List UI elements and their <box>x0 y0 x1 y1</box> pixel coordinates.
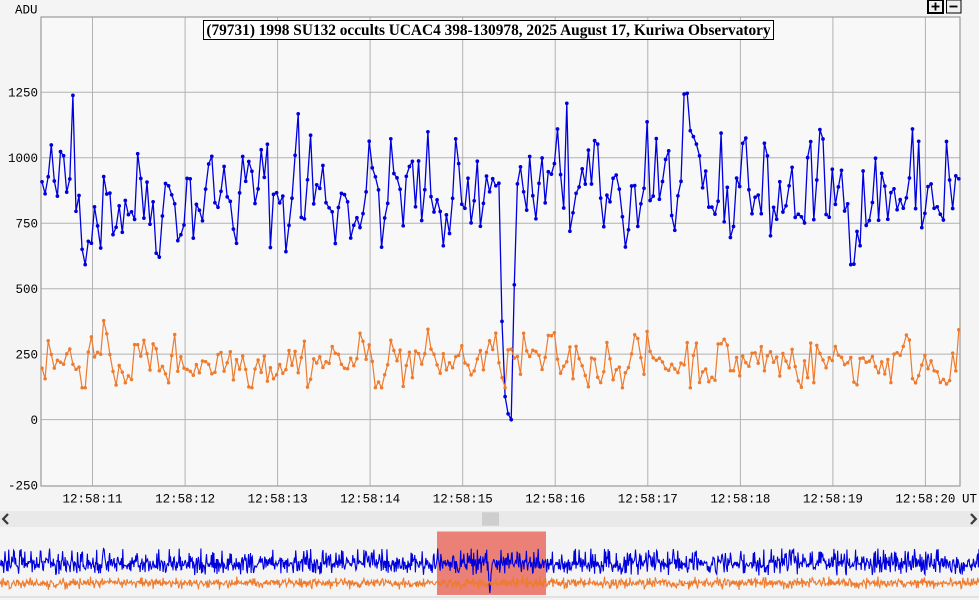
svg-text:12:58:18: 12:58:18 <box>710 493 770 507</box>
svg-text:12:58:15: 12:58:15 <box>433 493 493 507</box>
svg-text:12:58:13: 12:58:13 <box>248 493 308 507</box>
svg-text:12:58:12: 12:58:12 <box>155 493 215 507</box>
svg-text:(79731) 1998 SU132 occults UCA: (79731) 1998 SU132 occults UCAC4 398-130… <box>206 22 771 39</box>
svg-text:12:58:20: 12:58:20 <box>895 493 955 507</box>
svg-text:12:58:16: 12:58:16 <box>525 493 585 507</box>
svg-text:1000: 1000 <box>8 152 38 166</box>
svg-text:-250: -250 <box>8 479 38 493</box>
svg-text:1250: 1250 <box>8 87 38 101</box>
svg-text:12:58:17: 12:58:17 <box>618 493 678 507</box>
svg-text:12:58:11: 12:58:11 <box>62 493 122 507</box>
svg-text:UT: UT <box>962 493 978 507</box>
svg-text:750: 750 <box>15 217 38 231</box>
svg-text:250: 250 <box>15 348 38 362</box>
svg-text:ADU: ADU <box>15 4 38 18</box>
svg-text:0: 0 <box>30 414 38 428</box>
svg-text:12:58:14: 12:58:14 <box>340 493 400 507</box>
svg-text:12:58:19: 12:58:19 <box>803 493 863 507</box>
svg-text:500: 500 <box>15 283 38 297</box>
